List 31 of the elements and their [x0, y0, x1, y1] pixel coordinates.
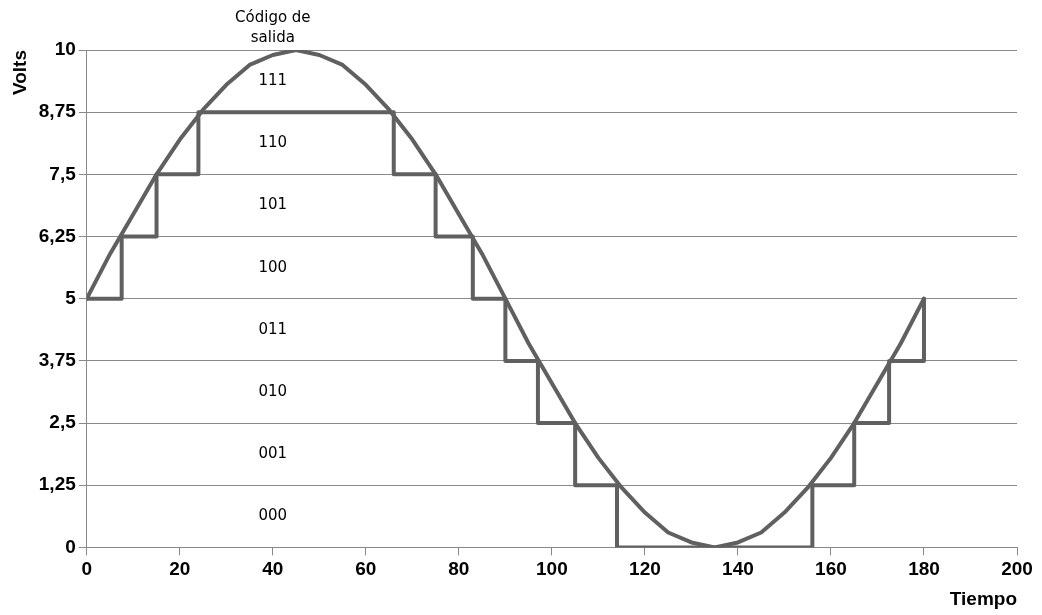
y-tick-label: 0	[65, 535, 76, 557]
annotation: 111	[258, 70, 288, 89]
y-tick-label: 6,25	[38, 224, 77, 246]
y-tick-label: 7,5	[49, 162, 77, 184]
annotation: 101	[258, 195, 288, 214]
x-tick-label: 40	[262, 558, 284, 580]
text: Código de salida	[235, 7, 311, 46]
y-tick-label: 2,5	[49, 411, 77, 433]
x-tick-label: 180	[908, 558, 940, 580]
x-tick-label: 0	[81, 558, 93, 580]
x-tick-label: 120	[629, 558, 661, 580]
y-tick-label: 10	[54, 38, 76, 60]
x-tick-label: 80	[448, 558, 470, 580]
x-tick-label: 140	[722, 558, 754, 580]
y-tick-label: 3,75	[38, 349, 77, 371]
annotation: 000	[258, 506, 288, 525]
annotation: 110	[258, 133, 288, 152]
x-tick-label: 160	[815, 558, 847, 580]
y-tick-label: 5	[65, 286, 77, 308]
x-tick-label: 200	[1001, 558, 1033, 580]
annotation: 100	[258, 257, 288, 276]
x-axis-title: Tiempo	[949, 587, 1017, 609]
annotation: 011	[258, 319, 288, 338]
annotation: 010	[258, 381, 288, 400]
x-tick-label: 60	[355, 558, 377, 580]
y-tick-label: 1,25	[38, 473, 77, 495]
x-tick-label: 100	[536, 558, 568, 580]
x-tick-label: 20	[169, 558, 191, 580]
y-axis-title: Volts	[8, 50, 30, 96]
y-tick-label: 8,75	[38, 100, 77, 122]
annotation: 001	[258, 444, 288, 463]
